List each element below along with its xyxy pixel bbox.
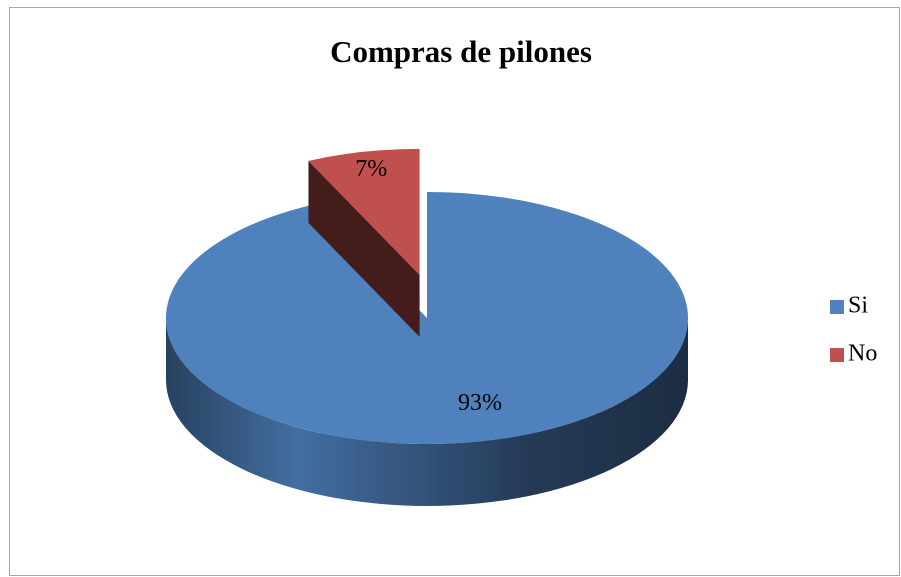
pie-slice-side — [166, 318, 688, 506]
pie-slice-face — [308, 160, 420, 337]
pie-slice — [165, 192, 688, 445]
legend-label: Si — [848, 293, 868, 319]
data-label: 7% — [355, 156, 387, 182]
legend-swatch — [830, 300, 844, 314]
data-label: 93% — [458, 390, 502, 416]
pie-slice — [308, 148, 420, 275]
chart-title: Compras de pilones — [330, 34, 592, 69]
legend-swatch — [830, 348, 844, 362]
legend-label: No — [848, 341, 877, 367]
